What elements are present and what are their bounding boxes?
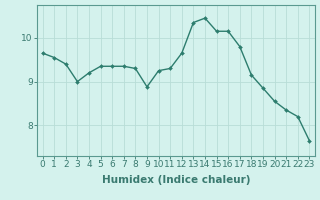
X-axis label: Humidex (Indice chaleur): Humidex (Indice chaleur) (102, 175, 250, 185)
